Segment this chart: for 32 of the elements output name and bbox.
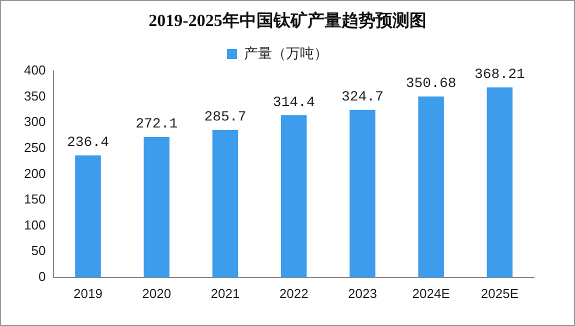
x-tick-label: 2025E [480, 286, 519, 301]
y-tick-label: 0 [38, 268, 46, 284]
x-tick-label: 2021 [210, 286, 240, 301]
x-tick-label: 2019 [74, 286, 102, 301]
y-tick-label: 100 [24, 217, 46, 232]
x-tick-label: 2023 [348, 286, 377, 301]
y-tick-label: 400 [24, 62, 46, 78]
x-tick-label: 2024E [412, 286, 450, 301]
bar [144, 136, 170, 278]
bar [350, 110, 376, 278]
data-label: 368.21 [474, 67, 525, 84]
data-label: 350.68 [406, 76, 456, 92]
bar [486, 87, 513, 278]
y-tick-label: 300 [24, 114, 46, 130]
y-tick-label: 150 [24, 192, 46, 207]
bar [418, 96, 444, 278]
y-tick-label: 350 [24, 88, 46, 104]
bar [280, 115, 307, 278]
data-label: 324.7 [341, 90, 384, 106]
data-label: 314.4 [272, 94, 315, 111]
data-label: 272.1 [136, 116, 178, 133]
y-tick-label: 250 [24, 140, 46, 155]
bar [212, 130, 238, 278]
y-tick-label: 200 [24, 166, 46, 181]
data-label: 285.7 [204, 110, 246, 126]
x-tick-label: 2022 [279, 286, 308, 301]
bar [75, 155, 101, 278]
x-tick-label: 2020 [142, 286, 172, 301]
data-label: 236.4 [66, 135, 110, 152]
chart-title: 2019-2025年中国钛矿产量趋势预测图 [148, 10, 428, 32]
y-tick-label: 50 [31, 243, 46, 258]
legend-label: 产量（万吨） [244, 44, 328, 61]
